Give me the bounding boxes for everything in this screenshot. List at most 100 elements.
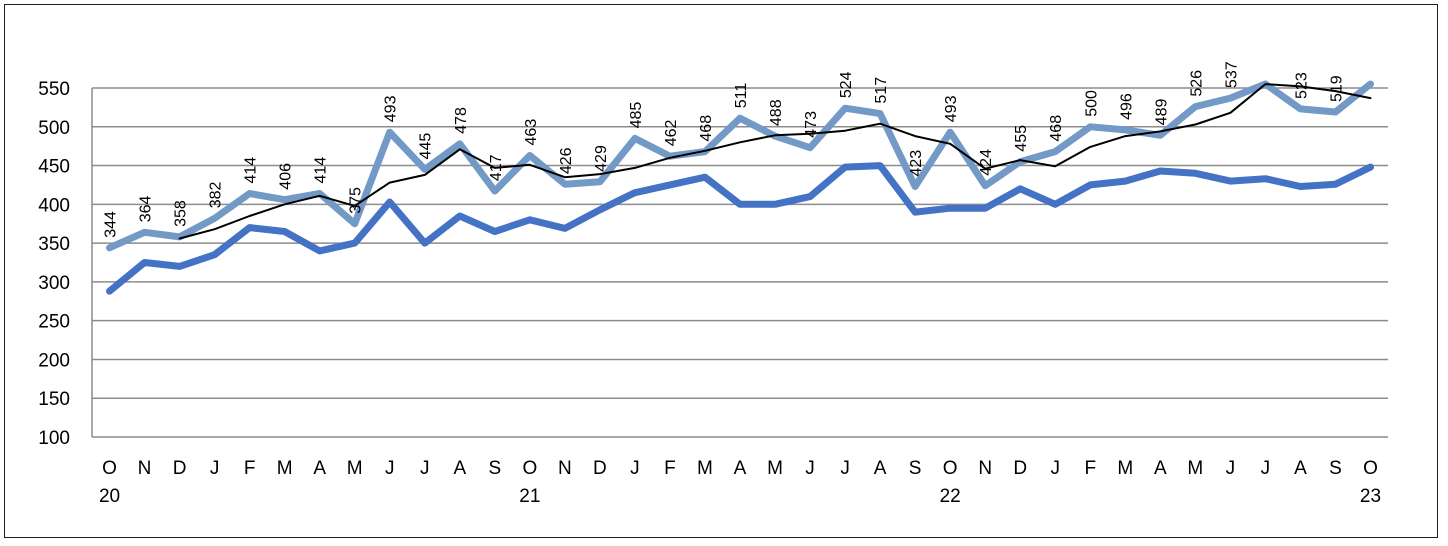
data-label: 485 [628, 102, 645, 129]
data-label: 423 [908, 150, 925, 177]
data-label: 519 [1328, 75, 1345, 102]
data-point [982, 182, 989, 189]
data-label: 406 [278, 163, 295, 190]
data-label: 537 [1223, 61, 1240, 88]
data-point [1089, 146, 1091, 148]
y-tick-label: 400 [38, 195, 70, 216]
x-tick-label: J [1261, 458, 1271, 479]
x-year-label: 20 [99, 486, 120, 507]
x-tick-label: F [664, 458, 676, 479]
data-point [1157, 132, 1164, 139]
data-point [1054, 165, 1056, 167]
data-point [211, 251, 218, 258]
data-point [949, 143, 951, 145]
data-label: 414 [243, 157, 260, 184]
data-point [914, 135, 916, 137]
data-label: 344 [103, 211, 120, 238]
data-point [772, 201, 779, 208]
data-point [1297, 105, 1304, 112]
x-tick-label: O [522, 458, 537, 479]
data-point [526, 152, 533, 159]
x-tick-label: N [558, 458, 572, 479]
x-tick-label: O [1363, 458, 1378, 479]
data-label: 424 [978, 149, 995, 176]
x-axis-tick-labels: O N D J F M A M J J A S O N D J F M A M J J A S O N D J F M A M J J A S O20 2… [99, 458, 1381, 507]
data-point [1194, 123, 1196, 125]
data-point [456, 140, 463, 147]
data-label: 493 [383, 95, 400, 122]
data-point [351, 240, 358, 247]
data-point [631, 189, 638, 196]
data-point [179, 237, 181, 239]
data-point [1367, 81, 1374, 88]
data-point [1122, 126, 1129, 133]
data-point [211, 215, 218, 222]
y-tick-label: 550 [38, 79, 70, 100]
series-line-2 [178, 83, 1372, 240]
data-label: 473 [803, 111, 820, 138]
data-point [491, 228, 498, 235]
data-point [631, 135, 638, 142]
x-year-label: 22 [940, 486, 961, 507]
data-point [1159, 130, 1161, 132]
data-point [1122, 178, 1129, 185]
x-tick-label: M [767, 458, 783, 479]
data-point [249, 215, 251, 217]
data-point [491, 188, 498, 195]
x-tick-label: J [210, 458, 220, 479]
data-label: 375 [348, 187, 365, 214]
y-tick-label: 500 [38, 118, 70, 139]
data-label: 429 [593, 145, 610, 172]
data-point [456, 212, 463, 219]
x-tick-label: J [1226, 458, 1236, 479]
data-point [389, 182, 391, 184]
data-labels: 344 364 358 382 414 406 414 375 493 445 478 417 463 4… [103, 61, 1346, 237]
y-tick-label: 350 [38, 234, 70, 255]
data-point [1087, 181, 1094, 188]
x-tick-label: O [943, 458, 958, 479]
data-point [666, 181, 673, 188]
data-label: 358 [173, 200, 190, 227]
data-point [1017, 185, 1024, 192]
data-point [564, 176, 566, 178]
data-point [1332, 181, 1339, 188]
data-point [634, 167, 636, 169]
data-point [1192, 170, 1199, 177]
data-point [214, 228, 216, 230]
series-lines [106, 80, 1374, 295]
data-point [319, 195, 321, 197]
data-point [844, 130, 846, 132]
data-point [459, 148, 461, 150]
data-label: 478 [453, 107, 470, 134]
data-label: 462 [663, 119, 680, 146]
y-axis-tick-labels: 100 150 200 250 300 350 400 450 500 550 [38, 79, 70, 449]
data-label: 414 [313, 157, 330, 184]
data-point [1052, 148, 1059, 155]
data-label: 526 [1188, 70, 1205, 97]
data-point [737, 201, 744, 208]
x-tick-label: D [1013, 458, 1027, 479]
data-point [1192, 103, 1199, 110]
data-point [141, 229, 148, 236]
x-tick-label: J [385, 458, 395, 479]
data-point [176, 263, 183, 270]
x-tick-label: M [1187, 458, 1203, 479]
data-point [1087, 123, 1094, 130]
data-point [842, 164, 849, 171]
x-tick-label: J [840, 458, 850, 479]
x-tick-label: A [874, 458, 887, 479]
data-point [1297, 183, 1304, 190]
data-point [1262, 175, 1269, 182]
x-tick-label: S [909, 458, 922, 479]
data-point [912, 209, 919, 216]
series-line-1 [106, 162, 1374, 295]
data-point [596, 178, 603, 185]
data-point [529, 164, 531, 166]
x-tick-label: M [697, 458, 713, 479]
data-point [596, 206, 603, 213]
data-point [1157, 167, 1164, 174]
x-tick-label: A [1294, 458, 1307, 479]
data-label: 523 [1293, 72, 1310, 99]
data-point [1229, 112, 1231, 114]
data-label: 496 [1118, 93, 1135, 120]
